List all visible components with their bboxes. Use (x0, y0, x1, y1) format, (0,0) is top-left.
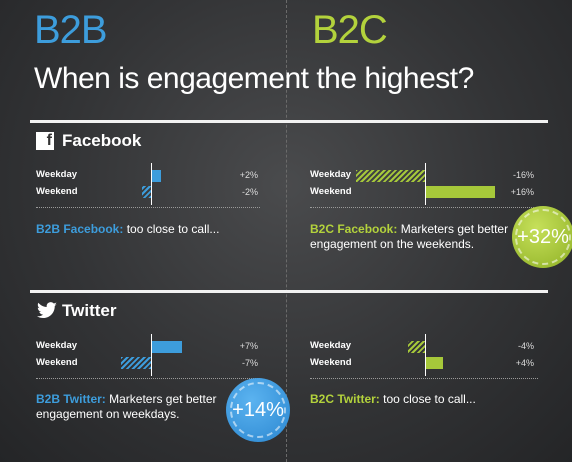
tw-b2c-note: B2C Twitter: too close to call... (310, 392, 530, 407)
tw-b2b-badge: +14% (226, 378, 290, 442)
b2b-header: B2B (34, 8, 108, 52)
twitter-separator (30, 290, 548, 293)
fb-b2b-weekend-bar (142, 186, 151, 198)
fb-b2c-weekday-pct: -16% (512, 170, 534, 180)
fb-b2c-dotted-rule (310, 207, 538, 208)
tw-b2b-axis (151, 334, 152, 376)
tw-b2b-weekend-label: Weekend (36, 357, 78, 368)
tw-b2c-weekend-label: Weekend (310, 357, 352, 368)
fb-b2b-weekday-pct: +2% (239, 170, 258, 180)
fb-b2b-note-bold: B2B Facebook: (36, 222, 124, 236)
fb-b2b-note: B2B Facebook: too close to call... (36, 222, 276, 237)
fb-b2b-weekday-bar (152, 170, 161, 182)
tw-b2c-weekday-label: Weekday (310, 340, 352, 351)
tw-b2b-note: B2B Twitter: Marketers get better engage… (36, 392, 226, 422)
fb-b2c-weekend-pct: +16% (510, 187, 534, 197)
tw-b2c-weekend-bar (426, 357, 444, 369)
tw-b2b-weekday-pct: +7% (239, 341, 258, 351)
fb-b2c-note-bold: B2C Facebook: (310, 222, 398, 236)
tw-b2b-weekend-bar (120, 357, 151, 369)
tw-b2c-note-text: too close to call... (383, 392, 476, 406)
tw-b2c-weekday-bar (407, 341, 425, 353)
facebook-section-title: Facebook (62, 131, 142, 150)
tw-b2c-dotted-rule (310, 378, 538, 379)
fb-b2b-weekday-label: Weekday (36, 169, 78, 180)
facebook-icon: f (36, 132, 54, 150)
fb-b2c-weekend-label: Weekend (310, 186, 352, 197)
tw-b2b-weekday-label: Weekday (36, 340, 78, 351)
tw-b2b-badge-ring (230, 382, 286, 438)
fb-b2c-weekend-bar (426, 186, 495, 198)
column-divider (286, 0, 287, 462)
tw-b2c-note-bold: B2C Twitter: (310, 392, 380, 406)
fb-b2b-weekend-label: Weekend (36, 186, 78, 197)
facebook-separator (30, 120, 548, 123)
fb-b2c-note: B2C Facebook: Marketers get better engag… (310, 222, 510, 252)
tw-b2b-weekend-pct: -7% (241, 358, 258, 368)
fb-b2b-note-text: too close to call... (126, 222, 220, 236)
fb-b2b-weekend-pct: -2% (241, 187, 258, 197)
fb-b2c-axis (425, 163, 426, 205)
tw-b2b-dotted-rule (36, 378, 260, 379)
fb-b2c-badge: +32% (512, 206, 572, 268)
tw-b2c-weekday-pct: -4% (517, 341, 534, 351)
twitter-section-title: Twitter (62, 301, 117, 320)
tw-b2b-note-bold: B2B Twitter: (36, 392, 106, 406)
twitter-bird-icon (37, 302, 57, 319)
page-title: When is engagement the highest? (34, 62, 474, 95)
tw-b2c-axis (425, 334, 426, 376)
tw-b2b-weekday-bar (152, 341, 183, 353)
fb-b2b-axis (151, 163, 152, 205)
fb-b2c-badge-ring (515, 209, 571, 265)
fb-b2c-weekday-bar (356, 170, 425, 182)
fb-b2c-note-text: Marketers get better engagement on the w… (310, 222, 509, 251)
tw-b2b-note-text: Marketers get better engagement on weekd… (36, 392, 217, 421)
fb-b2c-weekday-label: Weekday (310, 169, 352, 180)
fb-b2b-dotted-rule (36, 207, 260, 208)
tw-b2c-weekend-pct: +4% (515, 358, 534, 368)
b2c-header: B2C (312, 8, 388, 52)
